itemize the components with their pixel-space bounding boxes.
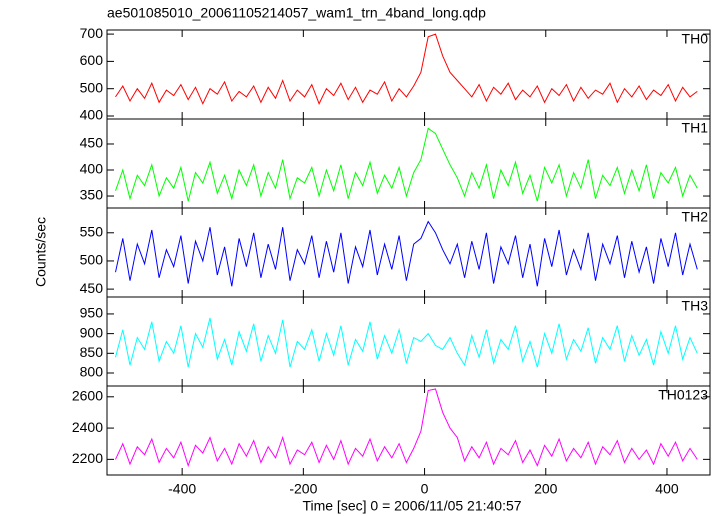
y-tick-label: 600	[80, 52, 104, 68]
panel-label: TH3	[682, 298, 709, 314]
y-axis-label: Counts/sec	[33, 217, 49, 287]
y-tick-label: 850	[80, 344, 104, 360]
panel-frame	[106, 118, 711, 209]
y-tick-label: 2600	[72, 387, 103, 403]
y-tick-label: 700	[80, 25, 104, 41]
panel-frame	[106, 296, 711, 387]
y-tick-label: 450	[80, 280, 104, 296]
panel-label: TH0	[682, 31, 709, 47]
panel-label: TH1	[682, 120, 709, 136]
x-tick-label: 200	[534, 481, 558, 497]
panel-label: TH2	[682, 209, 709, 225]
panel-frame	[106, 385, 711, 476]
data-line	[115, 33, 698, 105]
y-tick-label: 400	[80, 107, 104, 123]
chart-title: ae501085010_20061105214057_wam1_trn_4ban…	[107, 5, 486, 21]
y-tick-label: 450	[80, 135, 104, 151]
data-line	[115, 220, 698, 287]
x-tick-label: -400	[168, 481, 196, 497]
panel-label: TH0123	[658, 387, 708, 403]
x-tick-label: 400	[655, 481, 679, 497]
y-tick-label: 550	[80, 223, 104, 239]
x-tick-label: -200	[289, 481, 317, 497]
data-line	[115, 388, 698, 468]
y-tick-label: 500	[80, 79, 104, 95]
panel-frame	[106, 29, 711, 120]
y-tick-label: 350	[80, 187, 104, 203]
y-tick-label: 500	[80, 252, 104, 268]
data-line	[115, 317, 698, 368]
x-axis-label: Time [sec] 0 = 2006/11/05 21:40:57	[302, 498, 521, 514]
y-tick-label: 900	[80, 324, 104, 340]
y-tick-label: 2400	[72, 419, 103, 435]
x-tick-label: 0	[421, 481, 429, 497]
y-tick-label: 2200	[72, 450, 103, 466]
y-tick-label: 400	[80, 161, 104, 177]
y-tick-label: 950	[80, 305, 104, 321]
y-tick-label: 800	[80, 364, 104, 380]
data-line	[115, 127, 698, 202]
panel-frame	[106, 207, 711, 298]
